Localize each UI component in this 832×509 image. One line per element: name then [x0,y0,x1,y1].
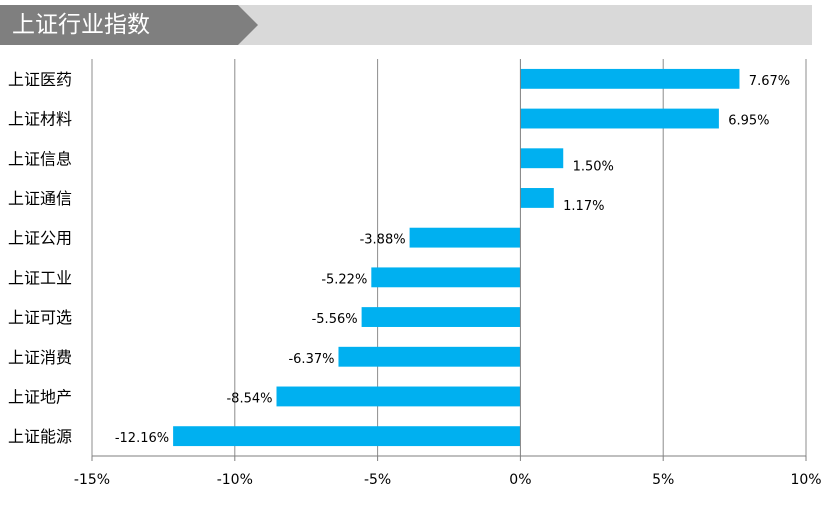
bar [338,346,521,367]
x-tick-label: -10% [217,472,253,488]
bar [520,188,554,208]
page-title: 上证行业指数 [12,12,150,38]
category-label: 上证通信 [8,189,72,208]
category-label: 上证信息 [8,149,72,168]
bar [361,307,521,327]
bar [520,68,740,89]
data-label: 1.17% [563,199,604,214]
bar [520,108,719,129]
category-label: 上证医药 [8,70,72,89]
x-tick-label: 0% [509,472,531,488]
title-tab [0,5,258,45]
x-tick-label: 5% [652,472,674,488]
x-tick-label: 10% [790,472,821,488]
data-label: 7.67% [749,74,790,89]
data-label: -3.88% [360,233,406,248]
bar [371,267,521,288]
bar [173,426,521,447]
data-label: -6.37% [288,352,334,367]
category-label: 上证能源 [8,427,72,446]
data-label: -5.56% [312,312,358,327]
data-label: -8.54% [226,391,272,406]
bar [276,386,521,407]
category-label: 上证公用 [8,229,72,248]
bar [520,148,564,169]
data-label: -12.16% [115,431,169,446]
x-tick-label: -15% [74,472,110,488]
category-label: 上证消费 [8,348,72,367]
bar [409,227,521,248]
data-label: 6.95% [728,114,769,129]
x-tick-label: -5% [364,472,391,488]
data-label: 1.50% [573,159,614,174]
category-label: 上证材料 [8,110,72,129]
data-label: -5.22% [321,272,367,287]
category-label: 上证工业 [8,268,72,287]
category-label: 上证可选 [8,308,72,327]
category-label: 上证地产 [8,387,72,406]
